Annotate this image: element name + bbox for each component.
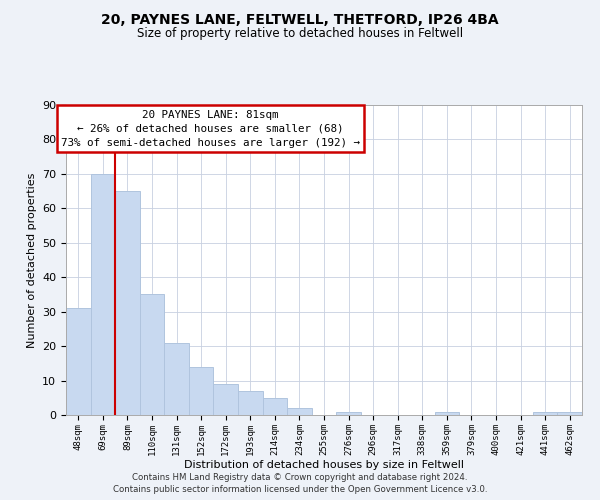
Bar [238, 391, 263, 415]
Text: 20, PAYNES LANE, FELTWELL, THETFORD, IP26 4BA: 20, PAYNES LANE, FELTWELL, THETFORD, IP2… [101, 12, 499, 26]
X-axis label: Distribution of detached houses by size in Feltwell: Distribution of detached houses by size … [184, 460, 464, 470]
Bar [66, 308, 91, 415]
Bar [115, 191, 140, 415]
Text: Size of property relative to detached houses in Feltwell: Size of property relative to detached ho… [137, 28, 463, 40]
Bar [557, 412, 582, 415]
Bar [287, 408, 312, 415]
Bar [189, 367, 214, 415]
Bar [91, 174, 115, 415]
Bar [214, 384, 238, 415]
Bar [263, 398, 287, 415]
Y-axis label: Number of detached properties: Number of detached properties [26, 172, 37, 348]
Bar [140, 294, 164, 415]
Text: Contains public sector information licensed under the Open Government Licence v3: Contains public sector information licen… [113, 485, 487, 494]
Bar [164, 342, 189, 415]
Bar [336, 412, 361, 415]
Text: 20 PAYNES LANE: 81sqm
← 26% of detached houses are smaller (68)
73% of semi-deta: 20 PAYNES LANE: 81sqm ← 26% of detached … [61, 110, 360, 148]
Bar [434, 412, 459, 415]
Bar [533, 412, 557, 415]
Text: Contains HM Land Registry data © Crown copyright and database right 2024.: Contains HM Land Registry data © Crown c… [132, 472, 468, 482]
